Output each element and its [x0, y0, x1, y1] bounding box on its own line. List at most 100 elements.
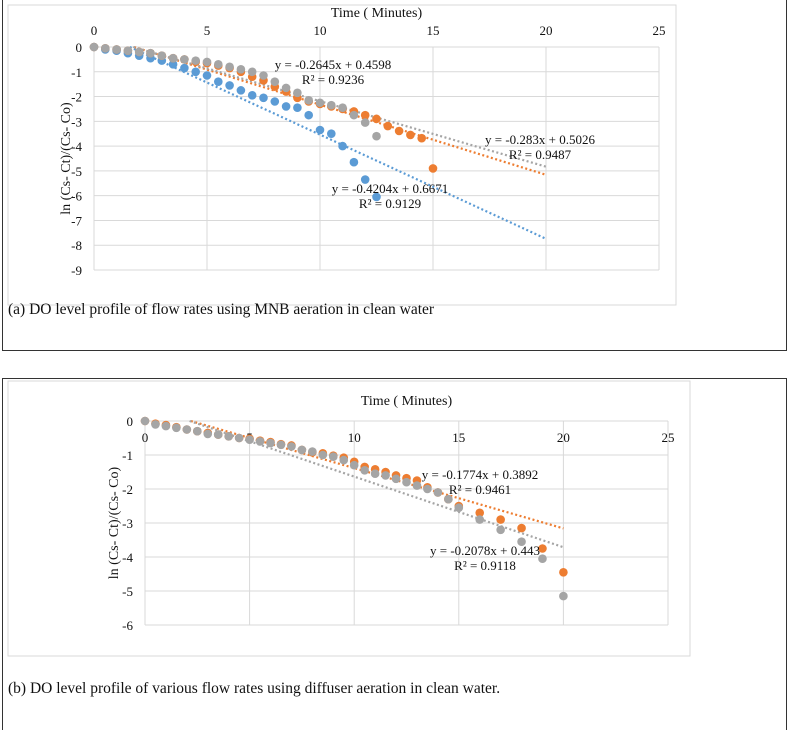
data-point-gray	[308, 447, 317, 456]
data-point-gray	[287, 442, 296, 451]
data-point-gray	[214, 60, 223, 69]
data-point-gray	[412, 481, 422, 490]
data-point-gray	[255, 437, 265, 446]
x-tick-label: 5	[204, 23, 211, 38]
x-axis-title: Time ( Minutes)	[331, 6, 423, 21]
x-tick-label: 15	[452, 430, 465, 445]
data-point-blue	[338, 141, 347, 151]
data-point-blue	[191, 67, 200, 77]
data-point-gray	[391, 474, 401, 484]
data-point-gray	[193, 426, 202, 436]
data-point-gray	[327, 100, 336, 110]
data-point-gray	[402, 477, 411, 487]
x-tick-label: 0	[91, 23, 98, 38]
data-point-gray	[318, 450, 328, 460]
data-point-orange	[372, 114, 381, 124]
data-point-gray	[191, 56, 200, 65]
trend-r2-blue: R² = 0.9129	[359, 196, 421, 211]
trend-r2-gray: R² = 0.9118	[454, 558, 516, 573]
y-tick-label: -5	[122, 584, 133, 599]
data-point-gray	[123, 46, 133, 56]
y-tick-label: -6	[71, 189, 82, 204]
data-point-gray	[234, 433, 244, 443]
y-tick-label: -5	[71, 164, 82, 179]
data-point-blue	[202, 71, 212, 80]
data-point-gray	[360, 118, 370, 127]
data-point-gray	[370, 469, 380, 479]
y-axis-title: ln (Cs- Ct)/(Cs- Co)	[107, 466, 122, 579]
data-point-blue	[225, 81, 234, 90]
data-point-gray	[349, 460, 359, 470]
data-point-gray	[161, 421, 171, 431]
x-tick-label: 10	[314, 23, 327, 38]
x-tick-label: 0	[142, 430, 149, 445]
data-point-gray	[338, 103, 347, 113]
data-point-gray	[213, 430, 223, 439]
x-tick-label: 15	[427, 23, 440, 38]
y-axis-title: ln (Cs- Ct)/(Cs- Co)	[59, 102, 74, 215]
y-tick-label: -3	[122, 516, 133, 531]
data-point-gray	[236, 65, 246, 74]
data-point-blue	[327, 129, 336, 139]
data-point-gray	[112, 45, 121, 54]
chart-area	[7, 380, 691, 657]
data-point-gray	[339, 455, 349, 465]
y-tick-label: -9	[71, 263, 82, 278]
data-point-gray	[270, 77, 280, 86]
data-point-blue	[247, 91, 257, 100]
data-point-gray	[151, 420, 160, 429]
caption-b: (b) DO level profile of various flow rat…	[8, 680, 501, 697]
y-tick-label: -3	[71, 114, 82, 129]
trend-r2-orange: R² = 0.9461	[449, 482, 511, 497]
data-point-blue	[259, 93, 268, 103]
data-point-orange	[559, 568, 568, 577]
data-point-blue	[236, 86, 246, 95]
data-point-gray	[360, 466, 369, 475]
y-tick-label: -8	[71, 238, 82, 253]
trend-r2-orange: R² = 0.9487	[509, 147, 572, 162]
data-point-blue	[304, 110, 314, 120]
data-point-orange	[517, 523, 526, 533]
trend-equation-orange: y = -0.283x + 0.5026	[485, 132, 595, 147]
data-point-gray	[134, 47, 144, 57]
data-point-orange	[383, 121, 393, 131]
data-point-gray	[454, 503, 464, 512]
x-tick-label: 10	[348, 430, 361, 445]
y-tick-label: 0	[127, 414, 134, 429]
data-point-gray	[475, 515, 485, 524]
y-tick-label: -1	[71, 65, 82, 80]
data-point-gray	[245, 435, 254, 445]
data-point-gray	[225, 62, 234, 72]
data-point-orange	[417, 133, 427, 143]
data-point-gray	[349, 110, 359, 120]
x-tick-label: 20	[540, 23, 553, 38]
y-tick-label: -7	[71, 213, 82, 228]
data-point-blue	[293, 103, 302, 113]
x-tick-label: 25	[662, 430, 675, 445]
data-point-gray	[259, 71, 268, 80]
data-point-orange	[496, 515, 505, 524]
data-point-gray	[381, 471, 390, 480]
data-point-blue	[168, 60, 178, 69]
data-point-gray	[517, 537, 526, 546]
data-point-blue	[360, 175, 370, 184]
data-point-gray	[168, 53, 178, 63]
data-point-orange	[406, 130, 415, 140]
caption-a: (a) DO level profile of flow rates using…	[8, 301, 435, 318]
y-tick-label: -4	[122, 550, 133, 565]
trend-equation-gray: y = -0.2078x + 0.443	[430, 543, 540, 558]
data-point-gray	[315, 98, 325, 108]
data-point-gray	[304, 95, 314, 105]
data-point-blue	[315, 125, 325, 135]
trend-r2-gray: R² = 0.9236	[302, 72, 365, 87]
data-point-gray	[328, 452, 338, 462]
data-point-gray	[559, 591, 568, 601]
data-point-gray	[266, 438, 275, 448]
x-tick-label: 25	[653, 23, 666, 38]
data-point-orange	[360, 110, 370, 120]
data-point-gray	[496, 525, 505, 535]
data-point-orange	[394, 126, 404, 136]
trend-equation-blue: y = -0.4204x + 0.6671	[332, 181, 449, 196]
x-axis-title: Time ( Minutes)	[361, 394, 453, 409]
